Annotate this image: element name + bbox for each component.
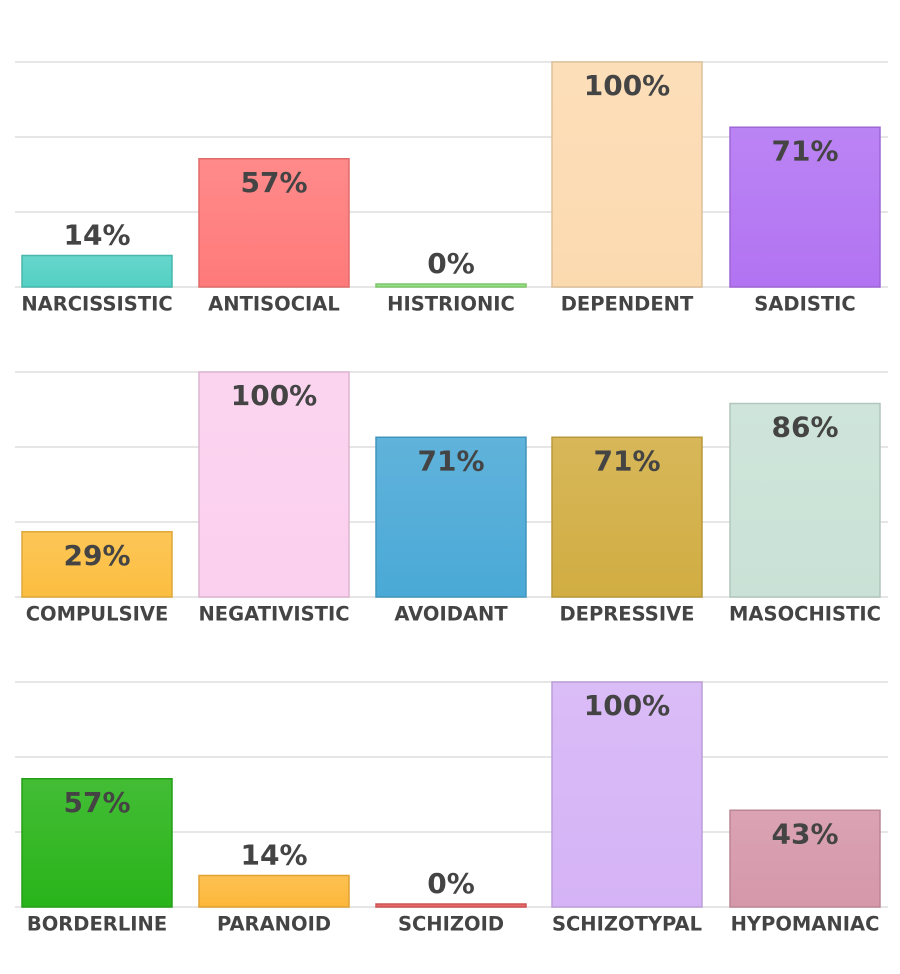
category-label: DEPENDENT [561,293,694,316]
bar-sadistic [729,126,881,288]
bar-depressive [551,436,703,598]
chart-panel-2: 29% COMPULSIVE 100% NEGATIVISTIC 71% AVOIDANT… [15,371,888,626]
category-label: HYPOMANIAC [731,913,880,936]
category-label: DEPRESSIVE [559,603,694,626]
value-label: 71% [417,444,484,477]
bar-histrionic [375,283,527,288]
value-label: 100% [584,69,671,102]
value-label: 100% [231,379,318,412]
bar-paranoid [198,874,350,908]
category-label: ANTISOCIAL [208,293,340,316]
bar-schizotypal [551,681,703,908]
value-label: 86% [771,411,838,444]
value-label: 0% [427,867,475,900]
category-label: MASOCHISTIC [729,603,881,626]
bar-dependent [551,61,703,288]
category-label: SADISTIC [754,293,856,316]
bar-hypomaniac [729,809,881,908]
value-label: 14% [240,839,307,872]
bar-masochistic [729,402,881,598]
value-label: 57% [240,166,307,199]
bar-avoidant [375,436,527,598]
value-label: 43% [771,817,838,850]
value-label: 0% [427,247,475,280]
bar-narcissistic [21,254,173,288]
bar-antisocial [198,158,350,288]
category-label: SCHIZOTYPAL [552,913,702,936]
bar-borderline [21,778,173,908]
value-label: 14% [63,219,130,252]
chart-panel-1: 14% NARCISSISTIC 57% ANTISOCIAL 0% HISTRIONIC… [15,61,888,316]
category-label: BORDERLINE [27,913,167,936]
chart-panel-3: 57% BORDERLINE 14% PARANOID 0% SCHIZOID 100% SC… [15,681,888,936]
value-label: 71% [593,444,660,477]
bar-compulsive [21,531,173,598]
value-label: 100% [584,689,671,722]
value-label: 57% [63,786,130,819]
category-label: NARCISSISTIC [21,293,172,316]
category-label: NEGATIVISTIC [198,603,349,626]
category-label: HISTRIONIC [387,293,515,316]
category-label: PARANOID [217,913,331,936]
bar-schizoid [375,903,527,908]
value-label: 29% [63,539,130,572]
category-label: SCHIZOID [398,913,504,936]
category-label: COMPULSIVE [26,603,169,626]
category-label: AVOIDANT [394,603,508,626]
value-label: 71% [771,134,838,167]
bar-negativistic [198,371,350,598]
